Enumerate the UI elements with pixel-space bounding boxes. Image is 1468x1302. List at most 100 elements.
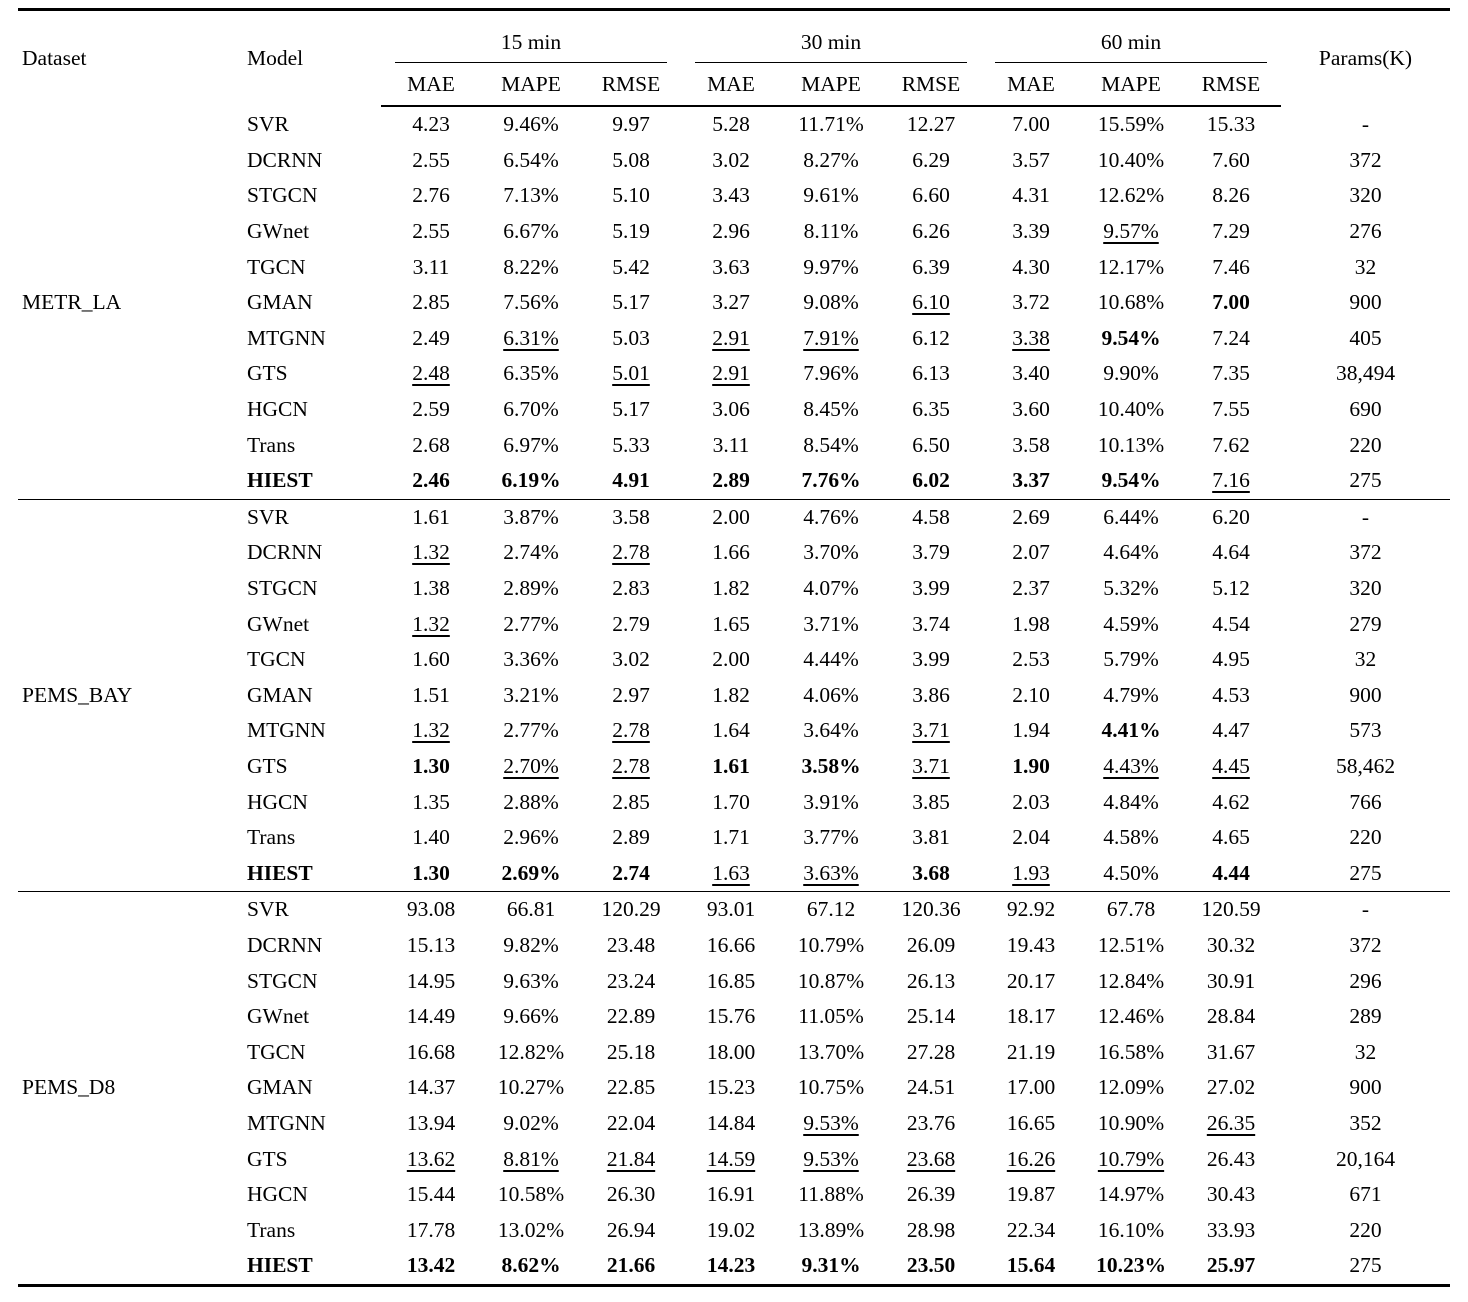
metric-cell: 9.46% bbox=[503, 112, 559, 137]
table-row: TGCN 16.68 12.82% 25.18 18.00 13.70% 27.28 21.1… bbox=[18, 1034, 1450, 1070]
metric-cell: 3.06 bbox=[712, 397, 750, 422]
metric-cell: 10.13% bbox=[1097, 432, 1165, 457]
metric-cell: 6.20 bbox=[1212, 504, 1250, 529]
metric-cell: 2.89% bbox=[503, 576, 559, 601]
model-column-header: Model bbox=[247, 46, 304, 70]
metric-cell: 15.33 bbox=[1206, 112, 1256, 137]
metric-cell: 1.93 bbox=[1012, 860, 1050, 885]
metric-cell: 2.00 bbox=[712, 647, 750, 672]
metric-cell: 16.65 bbox=[1006, 1110, 1056, 1135]
metric-cell: 16.58% bbox=[1097, 1039, 1165, 1064]
metric-cell: 16.85 bbox=[706, 968, 756, 993]
params-cell: 38,494 bbox=[1335, 361, 1396, 386]
metric-cell: 14.37 bbox=[406, 1075, 456, 1100]
metric-cell: 5.32% bbox=[1103, 576, 1159, 601]
metric-cell: 4.31 bbox=[1012, 183, 1050, 208]
metric-cell: 2.85 bbox=[612, 789, 650, 814]
results-table: Dataset Model 15 min 30 min 60 min Param… bbox=[18, 8, 1450, 1287]
metric-cell: 19.87 bbox=[1006, 1182, 1056, 1207]
model-name: STGCN bbox=[247, 968, 318, 993]
metric-cell: 3.37 bbox=[1012, 468, 1050, 493]
metric-cell: 13.94 bbox=[406, 1110, 456, 1135]
table-row: TGCN 3.11 8.22% 5.42 3.63 9.97% 6.39 4.30 12.17%… bbox=[18, 249, 1450, 285]
metric-cell: 4.30 bbox=[1012, 254, 1050, 279]
table-row: DCRNN 2.55 6.54% 5.08 3.02 8.27% 6.29 3.57 10.40… bbox=[18, 143, 1450, 179]
metric-cell: 4.84% bbox=[1103, 789, 1159, 814]
metric-cell: 9.66% bbox=[503, 1004, 559, 1029]
metric-cell: 1.51 bbox=[412, 682, 450, 707]
metric-cell: 5.19 bbox=[612, 219, 650, 244]
metric-cell: 23.24 bbox=[606, 968, 656, 993]
metric-cell: 27.02 bbox=[1206, 1075, 1256, 1100]
metric-cell: 5.03 bbox=[612, 325, 650, 350]
group-rule bbox=[395, 62, 667, 63]
metric-cell: 20.17 bbox=[1006, 968, 1056, 993]
metric-cell: 10.68% bbox=[1097, 290, 1165, 315]
metric-cell: 7.55 bbox=[1212, 397, 1250, 422]
model-name: HIEST bbox=[247, 1253, 313, 1278]
model-name: HGCN bbox=[247, 1182, 308, 1207]
metric-cell: 3.43 bbox=[712, 183, 750, 208]
metric-cell: 4.44% bbox=[803, 647, 859, 672]
metric-cell: 26.94 bbox=[606, 1217, 656, 1242]
metric-cell: 93.01 bbox=[706, 897, 756, 922]
metric-cell: 31.67 bbox=[1206, 1039, 1256, 1064]
metric-cell: 25.14 bbox=[906, 1004, 956, 1029]
table-row: GMAN 14.37 10.27% 22.85 15.23 10.75% 24.51 17.0… bbox=[18, 1070, 1450, 1106]
metric-cell: 5.12 bbox=[1212, 576, 1250, 601]
metric-cell: 2.70% bbox=[503, 753, 559, 778]
model-name: GWnet bbox=[247, 1004, 310, 1029]
metric-cell: 120.59 bbox=[1201, 897, 1261, 922]
metric-cell: 3.74 bbox=[912, 611, 950, 636]
metric-cell: 10.75% bbox=[797, 1075, 865, 1100]
metric-cell: 4.07% bbox=[803, 576, 859, 601]
metric-cell: 13.70% bbox=[797, 1039, 865, 1064]
params-cell: - bbox=[1361, 504, 1370, 529]
metric-cell: 3.40 bbox=[1012, 361, 1050, 386]
metric-cell: 6.97% bbox=[503, 432, 559, 457]
group-rule bbox=[695, 62, 967, 63]
metric-cell: 1.32 bbox=[412, 611, 450, 636]
model-name: TGCN bbox=[247, 647, 306, 672]
metric-cell: 12.84% bbox=[1097, 968, 1165, 993]
metric-cell: 2.78 bbox=[612, 540, 650, 565]
model-name: MTGNN bbox=[247, 718, 326, 743]
metric-cell: 3.71% bbox=[803, 611, 859, 636]
metric-cell: 7.76% bbox=[801, 468, 861, 493]
table-row: GWnet 1.32 2.77% 2.79 1.65 3.71% 3.74 1.98 4.59%… bbox=[18, 606, 1450, 642]
model-name: Trans bbox=[247, 432, 296, 457]
metric-cell: 5.17 bbox=[612, 397, 650, 422]
metric-cell: 4.64 bbox=[1212, 540, 1250, 565]
metric-cell: 4.65 bbox=[1212, 825, 1250, 850]
metric-cell: 1.82 bbox=[712, 576, 750, 601]
params-cell: 275 bbox=[1349, 1253, 1382, 1278]
metric-cell: 3.58 bbox=[612, 504, 650, 529]
table-row: PEMS_D8 SVR 93.08 66.81 120.29 93.01 67.12 120.… bbox=[18, 892, 1450, 1099]
metric-cell: 1.70 bbox=[712, 789, 750, 814]
metric-cell: 7.56% bbox=[503, 290, 559, 315]
model-name: DCRNN bbox=[247, 147, 323, 172]
metric-cell: 3.77% bbox=[803, 825, 859, 850]
metric-header-mape-30min: MAPE bbox=[781, 63, 881, 107]
metric-cell: 4.76% bbox=[803, 504, 859, 529]
params-cell: 289 bbox=[1349, 1004, 1382, 1029]
metric-cell: 15.13 bbox=[406, 932, 456, 957]
table-row: HIEST 1.30 2.69% 2.74 1.63 3.63% 3.68 1.93 4.50%… bbox=[18, 855, 1450, 891]
params-cell: 32 bbox=[1354, 254, 1377, 279]
metric-cell: 23.76 bbox=[906, 1110, 956, 1135]
model-name: TGCN bbox=[247, 254, 306, 279]
params-cell: 690 bbox=[1349, 397, 1382, 422]
metric-cell: 1.32 bbox=[412, 718, 450, 743]
table-header: Dataset Model 15 min 30 min 60 min Param… bbox=[18, 10, 1450, 107]
metric-cell: 9.53% bbox=[803, 1146, 859, 1171]
metric-cell: 2.96 bbox=[712, 219, 750, 244]
table-row: MTGNN 13.94 9.02% 22.04 14.84 9.53% 23.76 16.65… bbox=[18, 1106, 1450, 1142]
metric-cell: 10.79% bbox=[1097, 1146, 1165, 1171]
metric-header-mape-15min: MAPE bbox=[481, 63, 581, 107]
metric-cell: 10.40% bbox=[1097, 397, 1165, 422]
metric-cell: 2.07 bbox=[1012, 540, 1050, 565]
metric-cell: 6.31% bbox=[503, 325, 559, 350]
metric-cell: 11.05% bbox=[798, 1004, 864, 1029]
metric-header-mape-60min: MAPE bbox=[1081, 63, 1181, 107]
metric-cell: 2.48 bbox=[412, 361, 450, 386]
